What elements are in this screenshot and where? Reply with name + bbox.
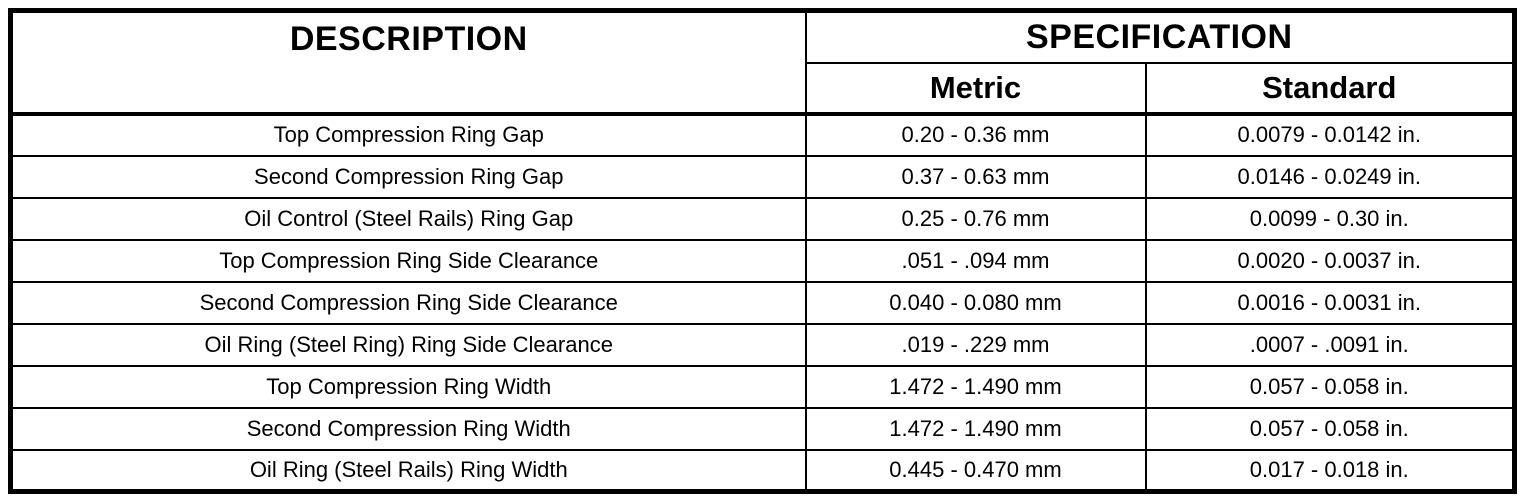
standard-cell: 0.0079 - 0.0142 in. [1144,112,1516,157]
metric-cell: 0.20 - 0.36 mm [804,112,1147,157]
standard-cell: 0.0016 - 0.0031 in. [1144,280,1516,325]
standard-cell: 0.0099 - 0.30 in. [1144,196,1516,241]
metric-cell: .051 - .094 mm [804,238,1147,283]
table-row: Second Compression Ring Gap 0.37 - 0.63 … [9,154,1516,199]
metric-cell: 1.472 - 1.490 mm [804,406,1147,451]
description-cell: Second Compression Ring Side Clearance [9,280,807,325]
table-row: Second Compression Ring Width 1.472 - 1.… [9,406,1516,451]
description-cell: Oil Ring (Steel Ring) Ring Side Clearanc… [9,322,807,367]
standard-header: Standard [1144,61,1516,116]
description-cell: Top Compression Ring Width [9,364,807,409]
description-cell: Second Compression Ring Gap [9,154,807,199]
table-row: Top Compression Ring Width 1.472 - 1.490… [9,364,1516,409]
metric-cell: 1.472 - 1.490 mm [804,364,1147,409]
metric-cell: 0.37 - 0.63 mm [804,154,1147,199]
standard-cell: 0.057 - 0.058 in. [1144,406,1516,451]
specification-header: SPECIFICATION [804,9,1516,64]
table-row: Oil Control (Steel Rails) Ring Gap 0.25 … [9,196,1516,241]
metric-cell: .019 - .229 mm [804,322,1147,367]
metric-header: Metric [804,61,1147,116]
standard-cell: 0.0020 - 0.0037 in. [1144,238,1516,283]
description-cell: Second Compression Ring Width [9,406,807,451]
description-cell: Top Compression Ring Gap [9,112,807,157]
description-header: DESCRIPTION [9,9,807,116]
metric-cell: 0.445 - 0.470 mm [804,448,1147,493]
standard-cell: .0007 - .0091 in. [1144,322,1516,367]
description-cell: Oil Ring (Steel Rails) Ring Width [9,448,807,493]
spec-table: DESCRIPTION SPECIFICATION Metric Standar… [8,8,1518,494]
description-cell: Top Compression Ring Side Clearance [9,238,807,283]
standard-cell: 0.0146 - 0.0249 in. [1144,154,1516,199]
description-cell: Oil Control (Steel Rails) Ring Gap [9,196,807,241]
standard-cell: 0.017 - 0.018 in. [1144,448,1516,493]
table-row: Top Compression Ring Gap 0.20 - 0.36 mm … [9,112,1516,157]
table-row: Second Compression Ring Side Clearance 0… [9,280,1516,325]
metric-cell: 0.040 - 0.080 mm [804,280,1147,325]
table-row: Oil Ring (Steel Ring) Ring Side Clearanc… [9,322,1516,367]
table-row: Top Compression Ring Side Clearance .051… [9,238,1516,283]
table-row: Oil Ring (Steel Rails) Ring Width 0.445 … [9,448,1516,493]
standard-cell: 0.057 - 0.058 in. [1144,364,1516,409]
metric-cell: 0.25 - 0.76 mm [804,196,1147,241]
